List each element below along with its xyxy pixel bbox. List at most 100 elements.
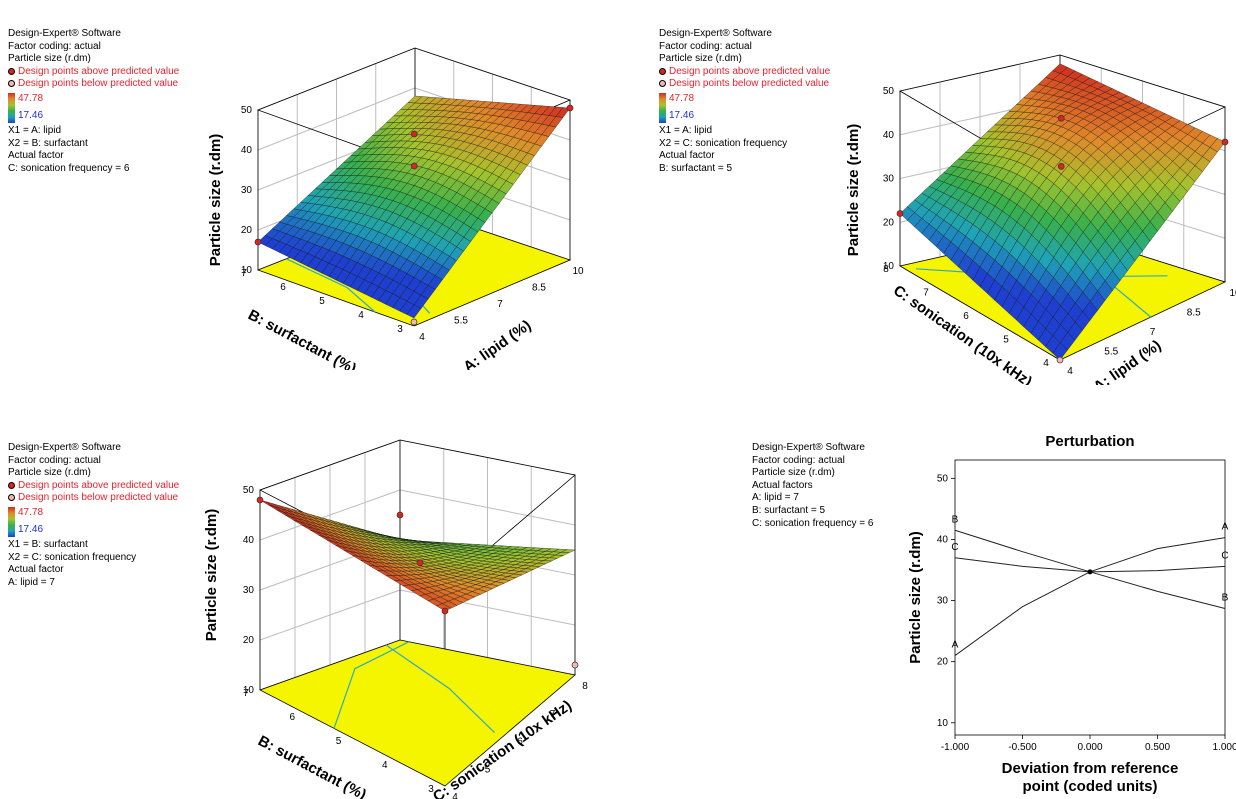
x-tick-label: 7 — [1150, 327, 1156, 338]
z-tick-label: 10 — [883, 261, 895, 272]
y-tick-label: 20 — [937, 657, 949, 668]
legend-x2: X2 = C: sonication frequency — [659, 137, 788, 149]
series-label-end: A — [1222, 522, 1229, 533]
x-tick-label: 5 — [485, 764, 491, 775]
legend-response: Particle size (r.dm) — [8, 467, 91, 479]
chart-title: Perturbation — [1045, 433, 1134, 450]
color-scale-max: 47.78 — [18, 92, 44, 104]
legend-x1: X1 = A: lipid — [659, 124, 713, 136]
x-axis-title: A: lipid (%) — [1090, 337, 1164, 385]
z-tick-label: 30 — [883, 174, 895, 185]
plot-frame — [954, 459, 1226, 736]
z-tick-label: 10 — [241, 265, 253, 276]
color-scale-bar — [659, 92, 666, 123]
y-tick-label: 4 — [382, 760, 388, 771]
legend-factor-c: C: sonication frequency = 6 — [752, 517, 874, 529]
legend-above: Design points above predicted value — [18, 479, 180, 491]
y-tick-label: 7 — [923, 288, 929, 299]
legend-response: Particle size (r.dm) — [659, 53, 742, 65]
legend-factor-a: A: lipid = 7 — [752, 492, 799, 504]
design-point — [410, 130, 418, 138]
below-point-icon — [659, 80, 666, 88]
z-axis-title: Particle size (r.dm) — [845, 124, 862, 257]
contour-line — [385, 644, 495, 734]
design-point — [410, 162, 418, 170]
design-point — [254, 238, 262, 246]
y-tick-label: 5 — [319, 296, 325, 307]
x-tick-label: 10 — [572, 266, 584, 277]
z-tick-label: 20 — [243, 635, 255, 646]
color-scale-min: 17.46 — [669, 110, 695, 122]
x-tick-label: 4 — [452, 792, 458, 799]
series-label-start: C — [951, 542, 958, 553]
x-axis-title: A: lipid (%) — [460, 317, 534, 370]
y-axis-title: Particle size (r.dm) — [907, 531, 924, 664]
z-tick-label: 50 — [243, 485, 255, 496]
legend-actual-label: Actual factors — [752, 479, 813, 491]
legend-actual-value: A: lipid = 7 — [8, 576, 55, 588]
legend-x1: X1 = B: surfactant — [8, 538, 88, 550]
z-axis-title: Particle size (r.dm) — [203, 509, 220, 642]
legend-coding: Factor coding: actual — [659, 40, 752, 52]
y-tick-label: 10 — [937, 718, 949, 729]
x-tick-label: 8 — [582, 681, 588, 692]
color-scale-max: 47.78 — [669, 92, 695, 104]
y-tick-label: 7 — [243, 688, 249, 699]
y-tick-label: 6 — [289, 712, 295, 723]
x-tick-label: 1.000 — [1212, 742, 1236, 753]
surface-plot-surfactant-sonication: 10 20 30 40 50 4 5 6 7 8 3 4 5 6 7 Particle size (r.dm)… — [203, 439, 588, 799]
y-tick-label: 3 — [397, 324, 403, 335]
y-axis-title: B: surfactant (%) — [255, 732, 369, 799]
legend-actual-label: Actual factor — [8, 150, 64, 162]
response-surface — [259, 499, 576, 612]
legend-above: Design points above predicted value — [18, 65, 180, 77]
contour-line — [286, 258, 376, 313]
legend-below: Design points below predicted value — [18, 492, 179, 504]
surface-cell — [1052, 342, 1068, 361]
x-tick-label: 4 — [419, 332, 425, 343]
legend-panel-3: Design-Expert® Software Factor coding: a… — [8, 442, 179, 589]
x-tick-label: -0.500 — [1008, 742, 1037, 753]
design-point — [896, 210, 904, 217]
design-point — [441, 607, 449, 615]
design-point — [566, 104, 574, 112]
y-tick-label: 40 — [937, 534, 949, 545]
x-tick-label: 0.500 — [1145, 742, 1170, 753]
z-tick-label: 50 — [883, 86, 895, 97]
z-tick-label: 40 — [243, 535, 255, 546]
x-tick-label: 6 — [517, 737, 523, 748]
contour-floor — [259, 639, 576, 787]
design-point — [410, 318, 418, 326]
legend-x1: X1 = A: lipid — [8, 124, 62, 136]
color-scale-max: 47.78 — [18, 506, 44, 518]
contour-line — [333, 641, 410, 729]
legend-panel-4: Design-Expert® Software Factor coding: a… — [752, 442, 873, 530]
below-point-icon — [8, 494, 15, 502]
legend-factor-b: B: surfactant = 5 — [752, 504, 826, 516]
surface-cell — [406, 304, 422, 319]
legend-software: Design-Expert® Software — [8, 442, 121, 453]
series-label-start: B — [952, 514, 959, 525]
surface-plot-lipid-surfactant: 10 20 30 40 50 4 5.5 7 8.5 10 3 4 5 6 7 Particle size (… — [207, 47, 584, 370]
legend-software: Design-Expert® Software — [659, 28, 772, 39]
x-tick-label: 8.5 — [1187, 308, 1201, 319]
color-scale-min: 17.46 — [18, 110, 44, 122]
y-tick-label: 4 — [1043, 358, 1049, 369]
design-point — [1056, 356, 1064, 364]
x-tick-label: 7 — [497, 299, 503, 310]
z-tick-label: 30 — [243, 585, 255, 596]
legend-software: Design-Expert® Software — [752, 442, 865, 453]
z-tick-label: 50 — [241, 105, 253, 116]
y-tick-label: 6 — [280, 282, 286, 293]
y-tick-label: 3 — [428, 784, 434, 795]
y-tick-label: 7 — [241, 268, 247, 279]
series-label-end: B — [1222, 593, 1229, 604]
x-tick-label: 10 — [1229, 288, 1236, 299]
design-point — [416, 559, 424, 567]
y-tick-label: 5 — [1003, 335, 1009, 346]
legend-actual-label: Actual factor — [659, 150, 715, 162]
above-point-icon — [8, 481, 15, 489]
design-point — [1057, 163, 1065, 170]
z-tick-label: 40 — [883, 130, 895, 141]
z-tick-label: 10 — [243, 685, 255, 696]
